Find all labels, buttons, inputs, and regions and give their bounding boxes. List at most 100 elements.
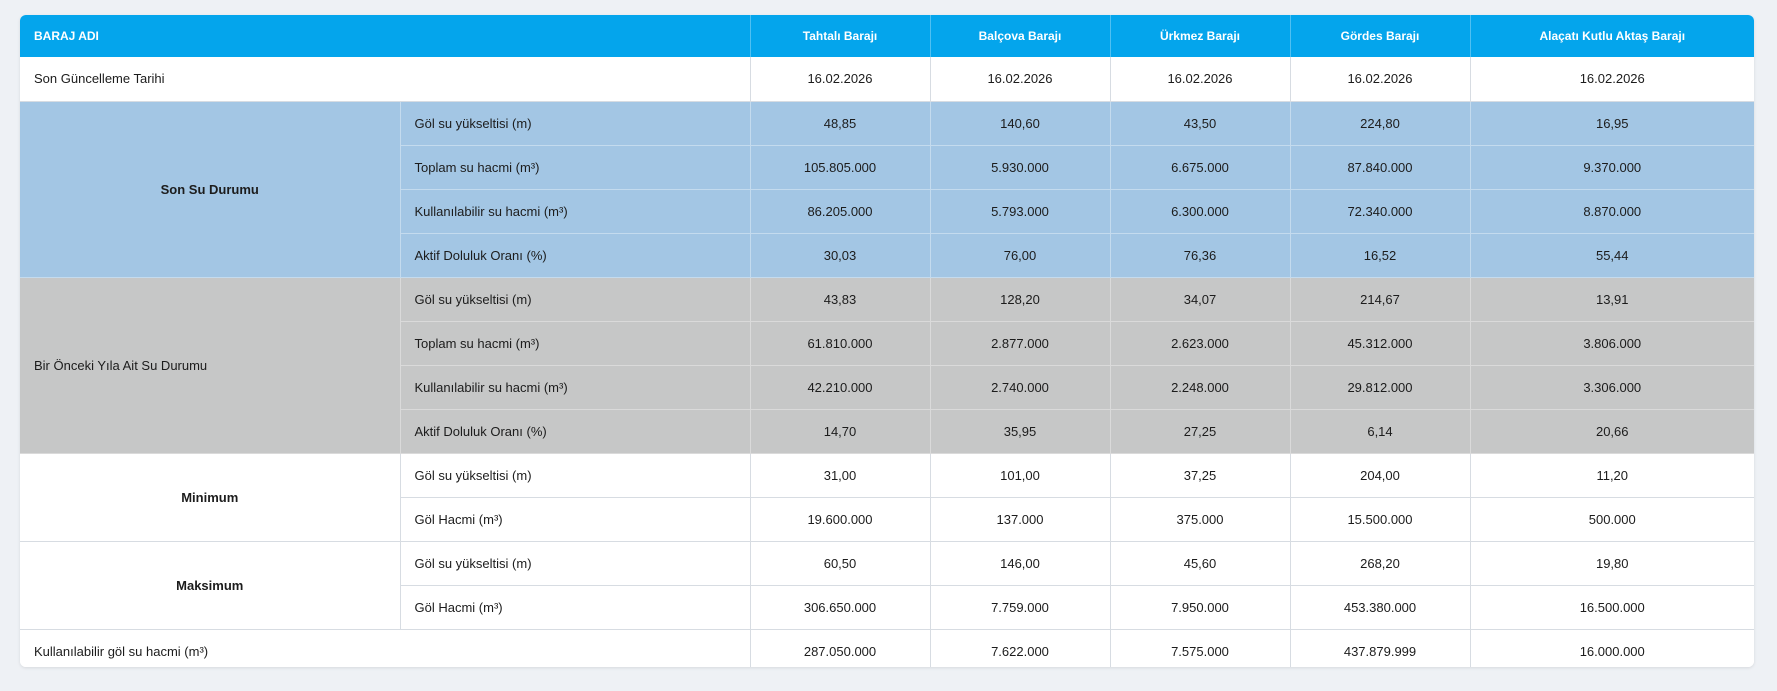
row-label: Toplam su hacmi (m³) — [400, 321, 751, 366]
cell-value: 137.000 — [930, 497, 1111, 542]
maximum-row: Göl Hacmi (m³) 306.650.000 7.759.000 7.9… — [20, 585, 1754, 630]
cell-value: 105.805.000 — [750, 145, 931, 190]
cell-value: 5.930.000 — [930, 145, 1111, 190]
cell-value: 72.340.000 — [1290, 189, 1471, 234]
cell-value: 146,00 — [930, 541, 1111, 586]
cell-value: 16.02.2026 — [1290, 57, 1471, 102]
dam-status-card: BARAJ ADI Tahtalı Barajı Balçova Barajı … — [20, 15, 1754, 667]
cell-value: 6.300.000 — [1110, 189, 1291, 234]
group-current-status: Son Su Durumu — [20, 101, 401, 278]
current-row: Aktif Doluluk Oranı (%) 30,03 76,00 76,3… — [20, 233, 1754, 278]
header-dam: Balçova Barajı — [930, 15, 1111, 57]
cell-value: 500.000 — [1470, 497, 1754, 542]
usable-volume-row: Kullanılabilir göl su hacmi (m³) 287.050… — [20, 629, 1754, 667]
cell-value: 60,50 — [750, 541, 931, 586]
row-label: Göl Hacmi (m³) — [400, 497, 751, 542]
cell-value: 87.840.000 — [1290, 145, 1471, 190]
cell-value: 7.759.000 — [930, 585, 1111, 630]
row-label: Son Güncelleme Tarihi — [20, 57, 751, 102]
cell-value: 43,83 — [750, 277, 931, 322]
cell-value: 3.306.000 — [1470, 365, 1754, 410]
maximum-row: Maksimum Göl su yükseltisi (m) 60,50 146… — [20, 541, 1754, 630]
cell-value: 5.793.000 — [930, 189, 1111, 234]
cell-value: 2.623.000 — [1110, 321, 1291, 366]
cell-value: 306.650.000 — [750, 585, 931, 630]
group-maximum: Maksimum — [20, 541, 401, 630]
cell-value: 268,20 — [1290, 541, 1471, 586]
header-dam: Gördes Barajı — [1290, 15, 1471, 57]
cell-value: 48,85 — [750, 101, 931, 146]
row-label: Göl su yükseltisi (m) — [400, 541, 751, 586]
cell-value: 2.740.000 — [930, 365, 1111, 410]
cell-value: 20,66 — [1470, 409, 1754, 454]
row-label: Kullanılabilir göl su hacmi (m³) — [20, 629, 751, 667]
previous-row: Toplam su hacmi (m³) 61.810.000 2.877.00… — [20, 321, 1754, 366]
cell-value: 16.02.2026 — [930, 57, 1111, 102]
cell-value: 16,52 — [1290, 233, 1471, 278]
header-dam: Alaçatı Kutlu Aktaş Barajı — [1470, 15, 1754, 57]
previous-row: Kullanılabilir su hacmi (m³) 42.210.000 … — [20, 365, 1754, 410]
cell-value: 37,25 — [1110, 453, 1291, 498]
cell-value: 86.205.000 — [750, 189, 931, 234]
cell-value: 7.622.000 — [930, 629, 1111, 667]
group-previous-year-status: Bir Önceki Yıla Ait Su Durumu — [20, 277, 401, 454]
cell-value: 76,36 — [1110, 233, 1291, 278]
current-row: Kullanılabilir su hacmi (m³) 86.205.000 … — [20, 189, 1754, 234]
cell-value: 9.370.000 — [1470, 145, 1754, 190]
cell-value: 16.02.2026 — [1470, 57, 1754, 102]
cell-value: 61.810.000 — [750, 321, 931, 366]
row-label: Göl Hacmi (m³) — [400, 585, 751, 630]
row-label: Göl su yükseltisi (m) — [400, 277, 751, 322]
cell-value: 16.500.000 — [1470, 585, 1754, 630]
cell-value: 45,60 — [1110, 541, 1291, 586]
minimum-row: Göl Hacmi (m³) 19.600.000 137.000 375.00… — [20, 497, 1754, 542]
cell-value: 55,44 — [1470, 233, 1754, 278]
cell-value: 128,20 — [930, 277, 1111, 322]
row-label: Kullanılabilir su hacmi (m³) — [400, 365, 751, 410]
cell-value: 6.675.000 — [1110, 145, 1291, 190]
header-row: BARAJ ADI Tahtalı Barajı Balçova Barajı … — [20, 15, 1754, 57]
header-dam: Ürkmez Barajı — [1110, 15, 1291, 57]
row-label: Kullanılabilir su hacmi (m³) — [400, 189, 751, 234]
cell-value: 13,91 — [1470, 277, 1754, 322]
cell-value: 45.312.000 — [1290, 321, 1471, 366]
cell-value: 375.000 — [1110, 497, 1291, 542]
cell-value: 437.879.999 — [1290, 629, 1471, 667]
row-label: Aktif Doluluk Oranı (%) — [400, 233, 751, 278]
cell-value: 287.050.000 — [750, 629, 931, 667]
cell-value: 140,60 — [930, 101, 1111, 146]
header-dam: Tahtalı Barajı — [750, 15, 931, 57]
previous-row: Aktif Doluluk Oranı (%) 14,70 35,95 27,2… — [20, 409, 1754, 454]
cell-value: 16.02.2026 — [1110, 57, 1291, 102]
cell-value: 14,70 — [750, 409, 931, 454]
cell-value: 3.806.000 — [1470, 321, 1754, 366]
row-label: Göl su yükseltisi (m) — [400, 453, 751, 498]
cell-value: 29.812.000 — [1290, 365, 1471, 410]
last-update-row: Son Güncelleme Tarihi 16.02.2026 16.02.2… — [20, 57, 1754, 102]
current-row: Son Su Durumu Göl su yükseltisi (m) 48,8… — [20, 101, 1754, 278]
row-label: Aktif Doluluk Oranı (%) — [400, 409, 751, 454]
cell-value: 43,50 — [1110, 101, 1291, 146]
cell-value: 7.950.000 — [1110, 585, 1291, 630]
group-minimum: Minimum — [20, 453, 401, 542]
cell-value: 16,95 — [1470, 101, 1754, 146]
header-dam-name: BARAJ ADI — [20, 15, 751, 57]
cell-value: 76,00 — [930, 233, 1111, 278]
cell-value: 30,03 — [750, 233, 931, 278]
cell-value: 2.248.000 — [1110, 365, 1291, 410]
cell-value: 27,25 — [1110, 409, 1291, 454]
cell-value: 34,07 — [1110, 277, 1291, 322]
cell-value: 31,00 — [750, 453, 931, 498]
cell-value: 8.870.000 — [1470, 189, 1754, 234]
previous-row: Bir Önceki Yıla Ait Su Durumu Göl su yük… — [20, 277, 1754, 454]
cell-value: 35,95 — [930, 409, 1111, 454]
cell-value: 204,00 — [1290, 453, 1471, 498]
row-label: Göl su yükseltisi (m) — [400, 101, 751, 146]
cell-value: 7.575.000 — [1110, 629, 1291, 667]
cell-value: 16.02.2026 — [750, 57, 931, 102]
cell-value: 453.380.000 — [1290, 585, 1471, 630]
cell-value: 2.877.000 — [930, 321, 1111, 366]
dam-status-table: BARAJ ADI Tahtalı Barajı Balçova Barajı … — [20, 15, 1754, 667]
cell-value: 16.000.000 — [1470, 629, 1754, 667]
cell-value: 42.210.000 — [750, 365, 931, 410]
